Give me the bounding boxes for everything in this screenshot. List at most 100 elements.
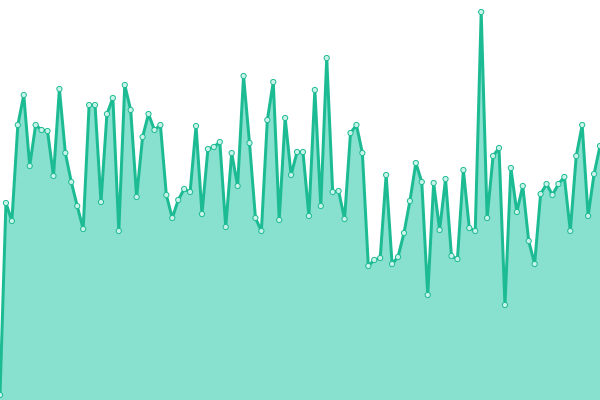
data-point bbox=[525, 237, 532, 245]
data-point bbox=[365, 262, 372, 270]
data-point bbox=[561, 173, 568, 181]
data-point bbox=[287, 171, 295, 179]
data-point bbox=[400, 229, 408, 237]
data-point bbox=[353, 121, 360, 129]
data-point bbox=[323, 54, 330, 62]
data-point bbox=[590, 170, 598, 178]
data-point bbox=[329, 188, 336, 196]
data-point bbox=[341, 215, 348, 223]
data-point bbox=[163, 191, 170, 199]
data-point bbox=[513, 208, 520, 216]
data-point bbox=[32, 121, 39, 129]
data-point bbox=[204, 145, 212, 153]
data-point bbox=[293, 148, 301, 156]
data-point bbox=[234, 182, 241, 190]
data-point bbox=[109, 94, 116, 102]
data-point bbox=[394, 253, 402, 261]
data-point bbox=[181, 185, 188, 193]
data-point bbox=[383, 171, 390, 179]
data-point bbox=[430, 179, 437, 187]
data-point bbox=[537, 190, 544, 198]
data-point bbox=[198, 210, 206, 218]
data-point bbox=[371, 256, 378, 264]
data-point bbox=[169, 214, 176, 222]
data-point bbox=[519, 182, 526, 190]
data-point bbox=[145, 110, 152, 118]
data-point bbox=[20, 91, 27, 99]
data-point bbox=[418, 178, 425, 186]
data-point bbox=[157, 121, 164, 129]
data-point bbox=[74, 202, 81, 210]
data-point bbox=[14, 121, 21, 129]
data-point bbox=[222, 223, 229, 231]
data-point bbox=[246, 139, 253, 147]
data-point bbox=[388, 260, 396, 268]
data-point bbox=[133, 193, 140, 201]
data-point bbox=[596, 142, 600, 150]
data-point bbox=[531, 260, 538, 268]
data-point bbox=[311, 86, 318, 94]
data-point bbox=[448, 252, 455, 260]
data-point bbox=[175, 196, 182, 204]
data-point bbox=[460, 166, 467, 174]
data-point bbox=[377, 254, 384, 262]
data-point bbox=[91, 101, 99, 109]
data-point bbox=[489, 152, 497, 160]
data-point bbox=[436, 226, 443, 234]
data-point bbox=[0, 391, 4, 399]
data-point bbox=[573, 152, 580, 160]
data-point bbox=[56, 85, 63, 93]
data-point bbox=[115, 227, 122, 235]
data-point bbox=[50, 172, 57, 180]
data-point bbox=[501, 301, 509, 309]
data-point bbox=[276, 216, 283, 224]
data-point bbox=[8, 217, 15, 225]
data-point bbox=[472, 227, 479, 235]
data-point bbox=[192, 122, 200, 130]
data-point bbox=[543, 180, 550, 188]
data-point bbox=[585, 212, 592, 220]
data-point bbox=[466, 224, 473, 232]
data-point bbox=[359, 149, 366, 157]
data-point bbox=[252, 214, 259, 222]
data-point bbox=[335, 187, 342, 195]
data-point bbox=[567, 227, 574, 235]
data-point bbox=[317, 202, 324, 210]
data-point bbox=[97, 198, 105, 206]
data-point bbox=[549, 191, 556, 199]
data-point bbox=[103, 110, 111, 118]
data-point bbox=[26, 162, 33, 170]
data-point bbox=[478, 8, 485, 16]
data-point bbox=[579, 121, 586, 129]
data-point bbox=[555, 180, 562, 188]
data-point bbox=[406, 197, 414, 205]
data-point bbox=[80, 225, 87, 233]
data-point bbox=[412, 159, 419, 167]
data-point bbox=[121, 81, 128, 89]
data-point bbox=[127, 106, 134, 114]
data-point bbox=[240, 72, 247, 80]
data-point bbox=[507, 164, 514, 172]
data-point bbox=[282, 114, 289, 122]
data-point bbox=[210, 143, 217, 151]
data-point bbox=[270, 78, 277, 86]
data-point bbox=[484, 214, 491, 222]
data-point bbox=[442, 175, 449, 183]
data-point bbox=[68, 178, 75, 186]
data-point bbox=[454, 255, 461, 263]
data-point bbox=[2, 199, 10, 207]
area-fill bbox=[0, 12, 600, 400]
data-point bbox=[258, 227, 265, 235]
data-point bbox=[228, 149, 235, 157]
data-point bbox=[151, 126, 158, 134]
data-point bbox=[62, 149, 69, 157]
data-point bbox=[44, 127, 51, 135]
data-point bbox=[495, 144, 503, 152]
data-point bbox=[86, 101, 93, 109]
data-point bbox=[216, 138, 223, 146]
data-point bbox=[424, 291, 431, 299]
data-point bbox=[347, 129, 354, 137]
data-point bbox=[299, 148, 307, 156]
data-point bbox=[305, 212, 313, 220]
